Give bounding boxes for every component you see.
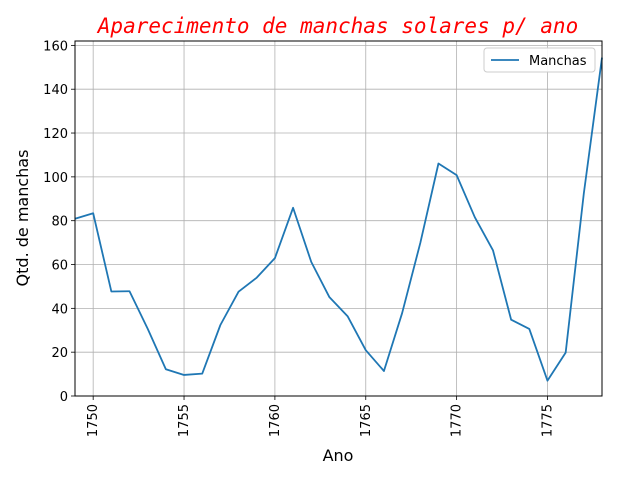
x-tick-label: 1765 — [359, 404, 374, 437]
x-tick-label: 1770 — [450, 404, 465, 437]
y-tick-label: 100 — [43, 171, 68, 186]
y-tick-label: 0 — [60, 390, 68, 405]
series-line-manchas — [74, 57, 603, 382]
y-axis-label: Qtd. de manchas — [13, 150, 32, 287]
plot-area-frame — [74, 40, 603, 397]
legend-box — [483, 47, 596, 73]
y-tick-label: 20 — [51, 346, 68, 361]
y-tick-label: 140 — [43, 83, 68, 98]
y-tick-label: 120 — [43, 127, 68, 142]
y-tick-label: 160 — [43, 39, 68, 54]
x-axis-ticks: 1750 1755 1760 1765 1770 1775 — [86, 396, 555, 437]
chart-title: Aparecimento de manchas solares p/ ano — [96, 14, 578, 38]
legend-label-manchas: Manchas — [529, 54, 587, 69]
x-tick-label: 1755 — [177, 404, 192, 437]
legend: Manchas — [483, 47, 596, 73]
y-axis-ticks: 0 20 40 60 80 100 120 140 160 — [43, 39, 75, 405]
x-tick-label: 1760 — [268, 404, 283, 437]
x-tick-label: 1775 — [540, 404, 555, 437]
y-tick-label: 60 — [51, 259, 68, 274]
x-tick-label: 1750 — [86, 404, 101, 437]
y-tick-label: 40 — [51, 302, 68, 317]
x-axis-label: Ano — [323, 446, 354, 465]
series-layer — [74, 57, 603, 382]
grid-lines — [75, 41, 602, 397]
y-tick-label: 80 — [51, 215, 68, 230]
